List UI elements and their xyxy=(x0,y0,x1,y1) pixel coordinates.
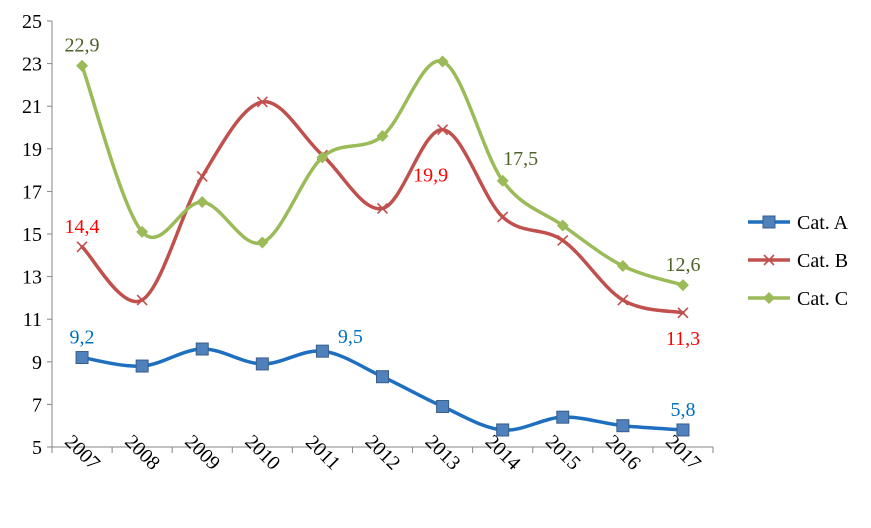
x-marker xyxy=(763,254,775,266)
x-tick-label: 2014 xyxy=(481,431,525,475)
y-tick-label: 11 xyxy=(23,309,42,331)
x-tick-label: 2015 xyxy=(541,431,585,475)
y-tick-label: 7 xyxy=(32,394,42,416)
diamond-marker xyxy=(496,174,509,187)
square-marker xyxy=(496,423,510,437)
x-tick-label: 2009 xyxy=(180,431,224,475)
x-marker xyxy=(196,170,208,183)
data-label: 9,2 xyxy=(70,327,95,349)
data-label: 22,9 xyxy=(65,35,100,57)
square-marker xyxy=(762,215,776,229)
x-marker xyxy=(136,294,148,306)
diamond-marker xyxy=(763,292,775,304)
y-tick-label: 5 xyxy=(32,437,42,459)
diamond-marker xyxy=(556,219,569,232)
square-marker xyxy=(75,351,89,365)
data-label: 19,9 xyxy=(413,165,448,187)
square-marker xyxy=(676,423,690,437)
square-marker xyxy=(436,400,450,414)
x-marker xyxy=(497,211,509,223)
diamond-marker xyxy=(196,196,209,209)
series-line-cata xyxy=(80,347,685,432)
square-marker xyxy=(135,359,149,373)
diamond-marker xyxy=(436,55,449,68)
x-marker xyxy=(617,294,629,306)
x-tick-label: 2013 xyxy=(421,431,465,475)
x-marker xyxy=(256,96,268,108)
diamond-marker xyxy=(676,279,689,292)
square-marker xyxy=(315,344,329,358)
x-tick-label: 2017 xyxy=(661,431,705,475)
x-tick-label: 2016 xyxy=(601,431,645,475)
x-marker xyxy=(76,241,88,253)
y-tick-label: 21 xyxy=(22,96,42,118)
data-label: 5,8 xyxy=(670,399,695,421)
data-label: 14,4 xyxy=(65,216,100,238)
x-tick-label: 2011 xyxy=(301,431,344,474)
x-tick-label: 2008 xyxy=(120,431,164,475)
data-label: 9,5 xyxy=(338,326,363,348)
x-tick-label: 2010 xyxy=(240,431,284,475)
x-marker xyxy=(557,234,569,246)
square-marker xyxy=(556,410,570,424)
data-label: 17,5 xyxy=(503,148,538,170)
y-tick-label: 13 xyxy=(22,267,42,289)
x-tick-label: 2012 xyxy=(361,431,405,475)
diamond-marker xyxy=(376,130,389,143)
diamond-marker xyxy=(256,236,269,249)
x-marker xyxy=(376,202,389,215)
y-tick-label: 15 xyxy=(22,224,42,246)
y-tick-label: 17 xyxy=(22,181,42,203)
diamond-marker xyxy=(616,259,629,272)
data-label: 12,6 xyxy=(665,254,700,276)
x-marker xyxy=(677,307,689,319)
data-label: 11,3 xyxy=(666,328,700,350)
legend-label: Cat. C xyxy=(797,288,848,310)
legend-label: Cat. A xyxy=(797,212,849,234)
diamond-marker xyxy=(316,151,329,164)
y-tick-label: 19 xyxy=(22,139,42,161)
square-marker xyxy=(376,370,389,384)
y-tick-label: 23 xyxy=(22,54,42,76)
diamond-marker xyxy=(76,59,89,72)
x-tick-label: 2007 xyxy=(60,431,104,475)
y-tick-label: 9 xyxy=(32,352,42,374)
square-marker xyxy=(255,357,269,371)
diamond-marker xyxy=(136,225,149,238)
legend-label: Cat. B xyxy=(797,250,848,272)
square-marker xyxy=(616,419,630,433)
series-line-catc xyxy=(80,59,685,287)
x-marker xyxy=(437,124,449,136)
square-marker xyxy=(195,342,209,356)
y-tick-label: 25 xyxy=(22,11,42,33)
